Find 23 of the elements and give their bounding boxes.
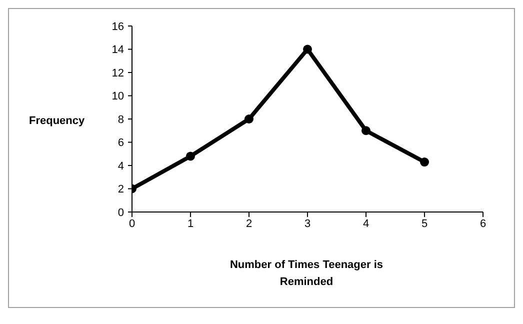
- x-tick-label: 0: [128, 218, 136, 230]
- y-tick-label: 2: [118, 184, 124, 196]
- y-tick-label: 12: [112, 67, 124, 80]
- y-tick-label: 14: [112, 44, 124, 56]
- point: [186, 152, 195, 161]
- y-tick-label: 4: [118, 160, 124, 172]
- x-tick-label: 6: [480, 218, 486, 230]
- x-tick-label: 2: [246, 218, 252, 230]
- y-axis-title: Frequency: [29, 115, 85, 127]
- point: [244, 114, 254, 124]
- y-tick-label: 0: [118, 206, 124, 219]
- point: [303, 44, 312, 54]
- y-tick-label: 10: [112, 90, 124, 103]
- x-tick-label: 3: [304, 218, 311, 230]
- x-tick-label: 1: [187, 218, 194, 230]
- y-tick-label: 8: [118, 114, 124, 126]
- y-tick-label: 16: [112, 20, 124, 33]
- x-tick-label: 4: [362, 218, 370, 230]
- x-axis-title: Number of Times Teenager is Reminded: [228, 258, 384, 290]
- y-tick-label: 6: [118, 137, 124, 150]
- point: [362, 126, 370, 136]
- x-tick-label: 5: [421, 218, 428, 230]
- point: [420, 158, 429, 167]
